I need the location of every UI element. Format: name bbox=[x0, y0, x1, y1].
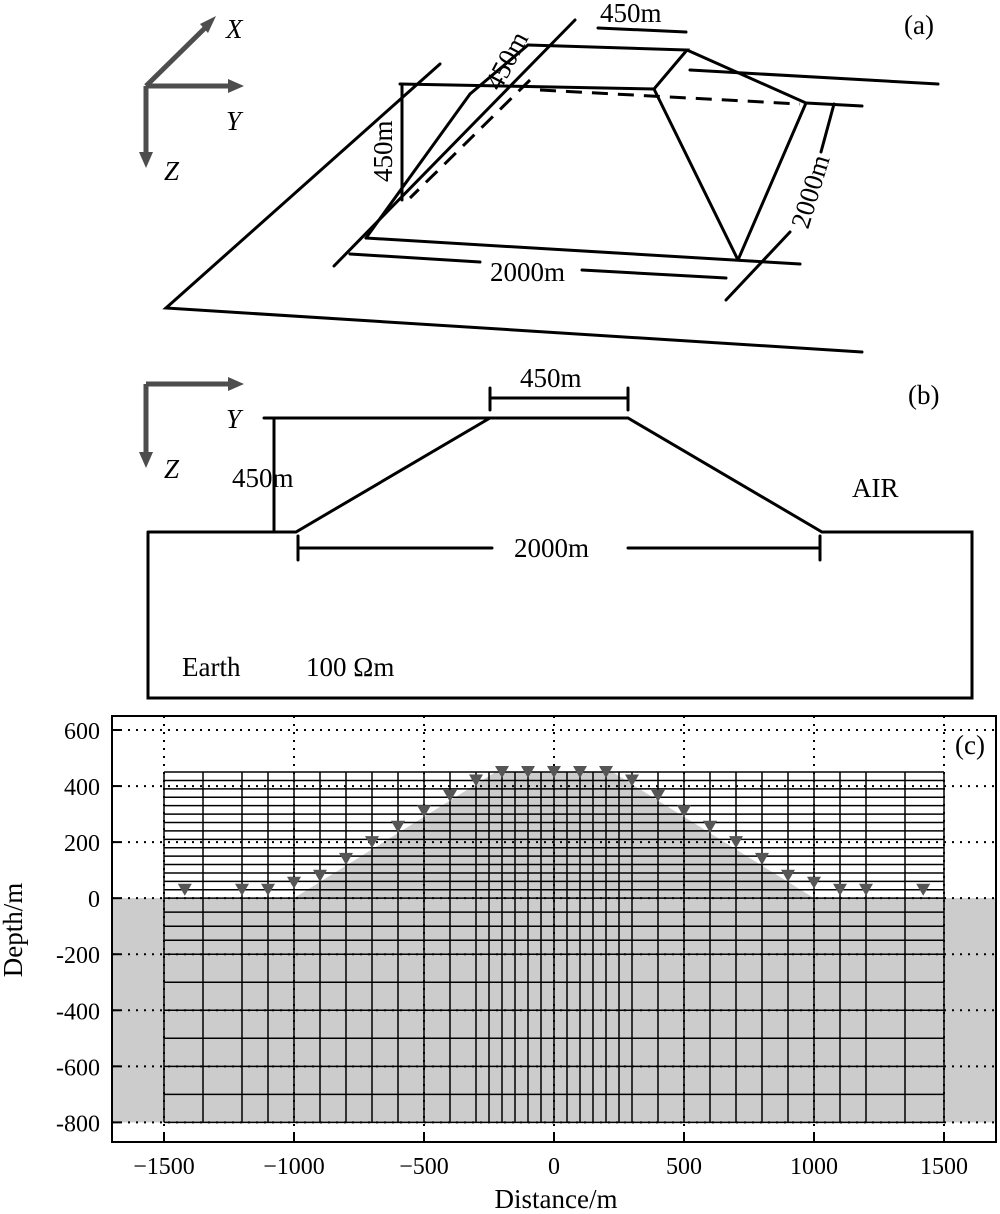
x-tick-label: −1000 bbox=[263, 1154, 325, 1180]
receiver-marker bbox=[781, 869, 795, 882]
y-tick-label: 0 bbox=[88, 887, 100, 913]
y-arrow-head bbox=[228, 79, 244, 93]
receiver-marker bbox=[469, 774, 483, 787]
receiver-marker bbox=[287, 876, 301, 889]
y-axis-title: Depth/m bbox=[0, 883, 28, 978]
receiver-marker bbox=[177, 883, 192, 896]
x-axis-title: Distance/m bbox=[495, 1184, 618, 1214]
dim-2000-base-line-left bbox=[348, 252, 482, 264]
x-tick-label: 1000 bbox=[790, 1154, 838, 1180]
b-base-width-label: 2000m bbox=[514, 533, 589, 563]
receiver-marker bbox=[391, 820, 405, 833]
earth-label: Earth bbox=[182, 652, 241, 682]
pyramid-top-left-edge bbox=[468, 43, 530, 96]
x-tick-label: −500 bbox=[399, 1154, 449, 1180]
dim-base-width-label: 2000m bbox=[785, 151, 836, 232]
receiver-marker bbox=[833, 883, 847, 896]
b-z-axis-label: Z bbox=[164, 454, 180, 484]
receiver-marker bbox=[916, 883, 931, 896]
air-label: AIR bbox=[852, 473, 899, 503]
receiver-marker bbox=[859, 883, 873, 896]
y-tick-label: -400 bbox=[56, 999, 100, 1025]
dim-2000-base-line-right bbox=[580, 268, 728, 280]
receiver-marker bbox=[807, 876, 821, 889]
panel-b-axes: Y Z bbox=[139, 377, 244, 484]
receiver-marker bbox=[599, 766, 613, 779]
panel-b-label: (b) bbox=[908, 380, 939, 410]
y-tick-label: -800 bbox=[56, 1111, 100, 1137]
pyramid-back-dashed-edge bbox=[539, 88, 801, 106]
ground-plane-outline bbox=[162, 62, 864, 354]
receiver-marker bbox=[365, 836, 379, 849]
ground-plane-back-edge bbox=[688, 68, 940, 86]
receiver-marker bbox=[573, 766, 587, 779]
receiver-marker bbox=[625, 774, 639, 787]
x-tick-label: 500 bbox=[666, 1154, 702, 1180]
x-tick-label: −1500 bbox=[133, 1154, 195, 1180]
panel-a-axes: X Y Z bbox=[139, 14, 244, 186]
receiver-marker bbox=[417, 805, 431, 818]
dim-2000-side-line-top bbox=[819, 102, 836, 154]
panel-a: X Y Z 450m 450m 450m 2000m 2000m (a) bbox=[139, 0, 940, 354]
receiver-marker bbox=[261, 883, 275, 896]
receiver-marker bbox=[495, 766, 509, 779]
receiver-marker bbox=[677, 805, 691, 818]
receiver-marker bbox=[703, 820, 717, 833]
dim-450-depth-line bbox=[332, 18, 577, 268]
resistivity-label: 100 Ωm bbox=[306, 652, 394, 682]
b-y-axis-label: Y bbox=[226, 404, 244, 434]
b-top-width-label: 450m bbox=[520, 363, 582, 393]
b-z-arrow-head bbox=[139, 452, 153, 468]
z-axis-label: Z bbox=[164, 156, 180, 186]
pyramid-top-face bbox=[398, 43, 691, 91]
y-tick-label: 200 bbox=[64, 831, 100, 857]
dim-2000-side-line-bottom bbox=[724, 230, 792, 302]
dim-450-top-line bbox=[596, 26, 688, 34]
pyramid-left-dashed-edge bbox=[408, 78, 532, 200]
grid-layer bbox=[112, 716, 996, 1142]
tick-layer: −1500 −1000 −500 0 500 1000 1500 600 400 200 0 -200… bbox=[56, 719, 968, 1180]
dim-height-label: 450m bbox=[368, 120, 398, 182]
earth-model-outline bbox=[146, 416, 974, 700]
pyramid-base-front-edge bbox=[364, 236, 802, 266]
x-tick-label: 0 bbox=[548, 1154, 560, 1180]
x-arrow-head bbox=[200, 16, 216, 33]
x-tick-label: 1500 bbox=[920, 1154, 968, 1180]
panel-c-label: (c) bbox=[955, 730, 985, 760]
b-y-arrow-head bbox=[228, 377, 244, 391]
panel-b: Y Z 450m 450m 2000m AIR Earth 100 Ωm (b) bbox=[139, 363, 974, 700]
x-axis-label: X bbox=[225, 14, 244, 44]
panel-a-label: (a) bbox=[904, 10, 934, 40]
dim-top-width-label: 450m bbox=[600, 0, 662, 28]
receiver-marker bbox=[235, 883, 249, 896]
dim-base-length-label: 2000m bbox=[490, 257, 565, 287]
x-axis-arrow bbox=[144, 26, 207, 88]
y-axis-label: Y bbox=[226, 106, 244, 136]
receiver-marker bbox=[313, 869, 327, 882]
z-arrow-head bbox=[139, 152, 153, 168]
pyramid-front-edge bbox=[652, 87, 740, 262]
y-tick-label: -200 bbox=[56, 943, 100, 969]
receiver-marker bbox=[651, 789, 665, 802]
b-height-label: 450m bbox=[232, 463, 294, 493]
receiver-marker bbox=[729, 836, 743, 849]
y-tick-label: -600 bbox=[56, 1055, 100, 1081]
pyramid-right-slope bbox=[685, 48, 808, 262]
receiver-marker bbox=[755, 852, 769, 865]
y-tick-label: 400 bbox=[64, 775, 100, 801]
receiver-marker bbox=[443, 789, 457, 802]
receiver-marker bbox=[339, 852, 353, 865]
receiver-marker bbox=[547, 766, 561, 779]
receiver-layer bbox=[177, 766, 931, 896]
receiver-marker bbox=[521, 766, 535, 779]
y-tick-label: 600 bbox=[64, 719, 100, 745]
panel-c: −1500 −1000 −500 0 500 1000 1500 600 400 200 0 -200… bbox=[0, 715, 997, 1214]
